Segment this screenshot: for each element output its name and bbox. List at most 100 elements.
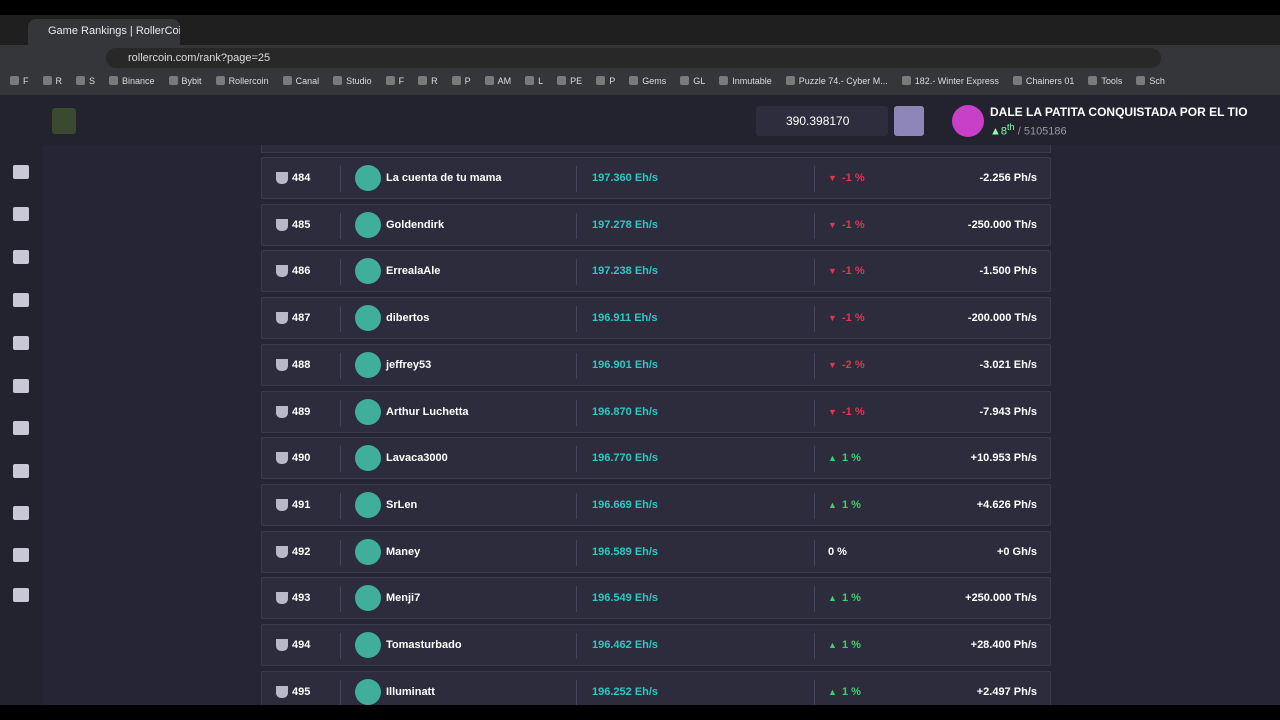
player-name[interactable]: ErrealaAle <box>386 265 441 278</box>
trophy <box>276 498 288 511</box>
trophy <box>276 685 288 698</box>
nav-icon[interactable] <box>13 548 29 562</box>
user-name: DALE LA PATITA CONQUISTADA POR EL TIO <box>990 105 1248 119</box>
nav-icon[interactable] <box>13 336 29 350</box>
bookmark[interactable]: 182.- Winter Express <box>902 76 999 95</box>
nav-icon[interactable] <box>13 293 29 307</box>
player-name[interactable]: Illuminatt <box>386 685 435 698</box>
divider <box>576 679 577 705</box>
bookmark[interactable]: Chainers 01 <box>1013 76 1075 95</box>
bookmark[interactable]: Rollercoin <box>216 76 269 95</box>
player-name[interactable]: Goldendirk <box>386 218 445 231</box>
bookmark[interactable]: Tools <box>1088 76 1122 95</box>
ranking-row: 488 jeffrey53 196.901 Eh/s ▼ -2 % -3.021 Eh/s <box>261 343 1051 386</box>
nav-icon[interactable] <box>13 165 29 179</box>
power: 196.669 Eh/s <box>592 498 659 511</box>
power: 196.901 Eh/s <box>592 358 659 371</box>
nav-icon[interactable] <box>13 588 29 602</box>
total: / 5105186 <box>1017 125 1067 138</box>
change-arrow: ▼ <box>828 219 837 230</box>
bookmark[interactable]: GL <box>680 76 705 95</box>
change: -1 % <box>842 265 865 278</box>
user-avatar[interactable] <box>952 105 984 137</box>
divider <box>340 446 341 473</box>
nav-icon[interactable] <box>13 464 29 478</box>
avatar <box>355 165 381 191</box>
trophy <box>276 172 288 184</box>
bookmark[interactable]: Puzzle 74.- Cyber M... <box>786 76 888 95</box>
bookmark[interactable]: R <box>43 76 63 95</box>
divider <box>814 633 815 659</box>
bookmark[interactable]: P <box>452 76 471 95</box>
logo[interactable] <box>52 108 76 134</box>
delta: -200.000 Th/s <box>967 312 1037 325</box>
bookmark[interactable]: L <box>525 76 543 95</box>
player-name[interactable]: Lavaca3000 <box>386 452 448 465</box>
nav-icon[interactable] <box>13 207 29 221</box>
wallet-button[interactable] <box>894 106 924 136</box>
bookmark[interactable]: Canal <box>283 76 320 95</box>
divider <box>814 259 815 286</box>
bookmark[interactable]: AM <box>485 76 512 95</box>
change: 1 % <box>842 498 861 511</box>
balance[interactable]: 390.398170 <box>756 106 888 136</box>
bookmark[interactable]: P <box>596 76 615 95</box>
ranking-row: 494 Tomasturbado 196.462 Eh/s ▲ 1 % +28.400 P… <box>261 624 1051 666</box>
ranking-row: 490 Lavaca3000 196.770 Eh/s ▲ 1 % +10.953 Ph/… <box>261 437 1051 480</box>
power: 196.462 Eh/s <box>592 639 659 651</box>
bookmark[interactable]: Studio <box>333 76 372 95</box>
user-rank: ▲8th / 5105186 <box>990 122 1067 138</box>
divider <box>340 352 341 379</box>
divider <box>340 586 341 613</box>
address-bar[interactable]: rollercoin.com/rank?page=25 <box>106 48 1161 68</box>
bookmark[interactable]: PE <box>557 76 582 95</box>
tab-bar <box>0 15 1280 45</box>
change: 1 % <box>842 452 861 465</box>
player-name[interactable]: Menji7 <box>386 592 421 605</box>
delta: -1.500 Ph/s <box>979 265 1037 278</box>
avatar <box>355 398 381 425</box>
change-arrow: ▼ <box>828 173 837 183</box>
bookmark[interactable]: Inmutable <box>719 76 772 95</box>
bookmark[interactable]: R <box>418 76 438 95</box>
nav-icon[interactable] <box>13 379 29 393</box>
rank: 492 <box>292 545 311 558</box>
delta: +250.000 Th/s <box>965 592 1037 605</box>
tab[interactable]: Game Rankings | RollerCoin.com <box>28 19 180 45</box>
player-name[interactable]: Maney <box>386 545 421 558</box>
avatar <box>355 445 381 472</box>
bookmark[interactable]: Gems <box>629 76 666 95</box>
nav-icon[interactable] <box>13 506 29 520</box>
ranking-row: 493 Menji7 196.549 Eh/s ▲ 1 % +250.000 Th/s <box>261 577 1051 620</box>
change: -1 % <box>842 312 865 325</box>
divider <box>814 166 815 192</box>
nav-icon[interactable] <box>13 421 29 435</box>
trophy <box>276 452 288 465</box>
player-name[interactable]: dibertos <box>386 312 430 325</box>
divider <box>814 352 815 379</box>
player-name[interactable]: Arthur Luchetta <box>386 405 469 418</box>
divider <box>340 492 341 519</box>
bookmark[interactable]: Binance <box>109 76 155 95</box>
divider <box>340 633 341 659</box>
divider <box>576 399 577 426</box>
bookmark[interactable]: S <box>76 76 95 95</box>
player-name[interactable]: SrLen <box>386 498 418 511</box>
nav-icon[interactable] <box>13 250 29 264</box>
bookmark[interactable]: Sch <box>1136 76 1165 95</box>
change: 1 % <box>842 592 861 605</box>
bookmark[interactable]: Bybit <box>169 76 202 95</box>
bookmark[interactable]: F <box>386 76 405 95</box>
rank: 491 <box>292 498 311 511</box>
power: 197.360 Eh/s <box>592 172 659 184</box>
avatar <box>355 305 381 332</box>
ranking-row: 486 ErrealaAle 197.238 Eh/s ▼ -1 % -1.500 Ph/… <box>261 250 1051 293</box>
rank: 489 <box>292 405 311 418</box>
player-name[interactable]: La cuenta de tu mama <box>386 172 502 184</box>
player-name[interactable]: Tomasturbado <box>386 639 462 651</box>
power: 196.252 Eh/s <box>592 685 659 698</box>
player-name[interactable]: jeffrey53 <box>386 358 432 371</box>
bookmark[interactable]: F <box>10 76 29 95</box>
power: 196.870 Eh/s <box>592 405 659 418</box>
rank: 485 <box>292 218 311 231</box>
